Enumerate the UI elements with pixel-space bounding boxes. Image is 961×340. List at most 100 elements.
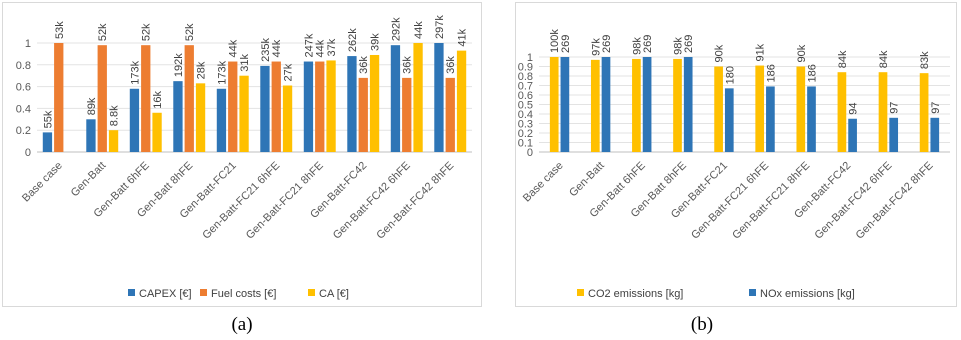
chart-b: 00.10.20.30.40.50.60.70.80.91 100k 97k 98k 9…	[518, 29, 950, 300]
bar-2-10	[445, 77, 455, 152]
bar-1-4	[673, 58, 682, 152]
data-label: 94	[848, 103, 860, 115]
legend-swatch	[200, 289, 207, 296]
y-tick-label: 0.4	[16, 103, 31, 115]
data-label: 247k	[303, 33, 315, 57]
data-label: 36k	[358, 56, 370, 74]
data-label: 37k	[326, 38, 338, 56]
y-tick-label: 0.2	[16, 125, 31, 137]
bar-1-8	[347, 56, 357, 152]
legend-label: Fuel costs [€]	[211, 288, 276, 300]
data-label: 180	[724, 66, 736, 84]
bar-3-2	[108, 130, 119, 152]
data-label: 173k	[216, 60, 228, 84]
category-label: Base case	[20, 160, 65, 205]
bar-2-7	[807, 86, 816, 152]
data-label: 98k	[673, 37, 685, 55]
bar-2-8	[358, 77, 368, 152]
data-label: 39k	[370, 33, 382, 51]
legend-label: CAPEX [€]	[139, 288, 192, 300]
bar-1-6	[260, 65, 270, 152]
bar-1-10	[919, 73, 929, 152]
bar-2-5	[228, 61, 238, 152]
data-label: 53k	[54, 21, 66, 39]
data-label: 90k	[796, 44, 808, 62]
data-label: 97k	[590, 38, 602, 56]
category-label: Gen-Batt-FC21 8hFE	[730, 160, 812, 242]
category-label: Gen-Batt-FC21 6hFE	[689, 160, 771, 242]
data-label: 269	[601, 35, 613, 53]
bar-1-10	[434, 43, 444, 152]
bar-2-2	[97, 45, 107, 152]
data-label: 52k	[97, 23, 109, 41]
bar-1-2	[590, 59, 600, 152]
bar-3-7	[326, 60, 336, 152]
data-label: 235k	[260, 38, 272, 62]
bar-2-9	[889, 117, 899, 152]
data-label: 44k	[271, 39, 283, 57]
bar-1-3	[129, 88, 140, 152]
category-label: Base case	[521, 160, 566, 205]
y-tick-label: 1	[25, 38, 31, 50]
y-tick-label: 0.9	[518, 62, 533, 74]
chart-a: 0 0.2 0.4 0.6 0.8 1 55k 89k 173k 192k 173k 235k 247k…	[16, 15, 472, 300]
data-label: 83k	[919, 51, 931, 69]
bar-1-3	[632, 58, 641, 152]
y-tick-label: 1	[527, 52, 533, 64]
bar-2-7	[315, 61, 325, 152]
data-label: 31k	[239, 53, 251, 71]
y-tick-label: 0.8	[518, 71, 533, 83]
category-label: Gen-Batt-FC21 6hFE	[200, 160, 282, 242]
y-tick-label: 0.3	[518, 119, 533, 131]
bar-2-5	[724, 88, 734, 152]
data-label: 44k	[315, 39, 327, 57]
data-label: 55k	[42, 110, 54, 128]
y-tick-label: 0.7	[518, 81, 533, 93]
y-tick-label: 0.8	[16, 60, 31, 72]
bar-1-1	[42, 132, 53, 152]
data-label: 297k	[434, 15, 446, 39]
y-tick-label: 0.4	[518, 109, 533, 121]
data-label: 44k	[413, 21, 425, 39]
caption-b: (b)	[690, 314, 714, 335]
legend-swatch	[577, 289, 584, 296]
y-tick-label: 0.6	[518, 90, 533, 102]
data-label: 44k	[228, 39, 240, 57]
bar-1-9	[390, 45, 401, 152]
data-label: 97	[889, 102, 901, 114]
chart-a-frame	[2, 2, 482, 307]
bar-2-2	[601, 57, 611, 152]
bar-1-6	[755, 65, 765, 152]
category-label: Gen-Batt-FC42 6hFE	[331, 160, 413, 242]
data-label: 262k	[347, 28, 359, 52]
bar-2-6	[271, 61, 281, 152]
data-label: 192k	[173, 53, 185, 77]
chart-b-frame	[515, 2, 957, 307]
caption-a: (a)	[231, 314, 253, 335]
data-label: 84k	[878, 50, 890, 68]
bar-1-2	[86, 119, 96, 152]
bar-1-5	[216, 88, 227, 152]
bar-1-9	[878, 72, 888, 152]
bar-3-10	[456, 50, 467, 152]
chart-panel-a: 0 0.2 0.4 0.6 0.8 1 55k 89k 173k 192k 173k 235k 247k…	[2, 2, 482, 335]
data-label: 52k	[141, 23, 153, 41]
data-label: 27k	[283, 63, 295, 81]
bar-3-3	[152, 112, 162, 152]
y-tick-label: 0.6	[16, 82, 31, 94]
bar-2-4	[184, 45, 194, 152]
bar-2-1	[560, 57, 570, 152]
chart-panel-b: 0 0.1 0.2 0.3 0.4 0.5 0.6 0.7 0.8 0.9 1 100k 97k 98k 9…	[485, 0, 961, 340]
bar-1-4	[173, 81, 183, 152]
bar-2-1	[54, 43, 64, 152]
data-label: 292k	[390, 17, 402, 41]
y-tick-label: 0	[25, 147, 31, 159]
data-label: 28k	[196, 61, 208, 79]
y-tick-label: 0	[527, 147, 533, 159]
category-label: Gen-Batt	[567, 160, 607, 200]
data-label: 186	[765, 64, 777, 82]
data-label: 16k	[152, 91, 164, 109]
category-label: Gen-Batt-FC42 6hFE	[812, 160, 894, 242]
bar-1-7	[796, 66, 806, 152]
y-tick-label: 0.5	[518, 100, 533, 112]
